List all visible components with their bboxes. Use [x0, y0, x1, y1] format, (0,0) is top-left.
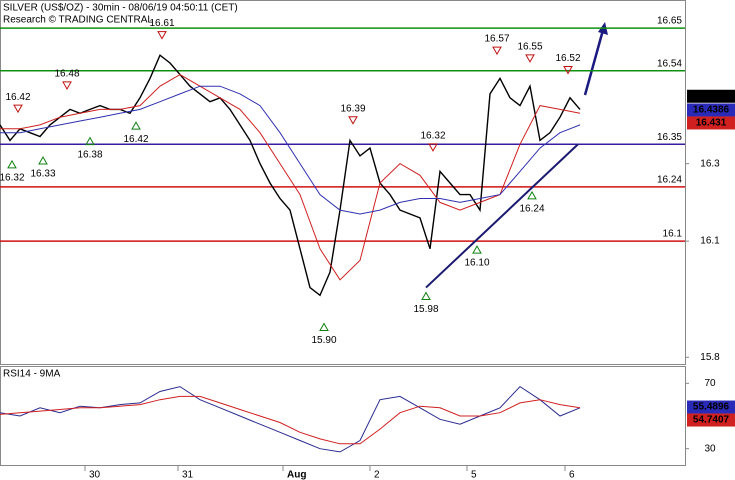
level-label: 16.54 [657, 58, 682, 69]
peak-label: 16.48 [54, 69, 79, 80]
chart-subtitle: Research © TRADING CENTRAL [3, 15, 153, 26]
peak-marker [62, 81, 72, 90]
peak-label: 16.57 [484, 34, 509, 45]
trough-marker [472, 245, 482, 254]
peak-label: 16.39 [340, 103, 365, 114]
y-tick-label: 16.3 [700, 158, 720, 169]
peak-marker [563, 65, 573, 75]
trough-marker [85, 136, 95, 146]
level-label: 16.65 [657, 16, 682, 27]
x-tick-label: 31 [182, 470, 194, 480]
peak-marker [492, 46, 502, 56]
price-panel [0, 0, 686, 365]
peak-marker [157, 31, 167, 40]
trough-label: 16.32 [0, 173, 25, 184]
value-box-label: 16.474 [696, 91, 727, 102]
trough-marker [131, 121, 141, 130]
peak-label: 16.55 [517, 41, 542, 52]
level-label: 16.35 [657, 132, 682, 143]
level-label: 16.1 [663, 229, 683, 240]
indicator-line [0, 395, 581, 445]
price-line [0, 54, 581, 297]
value-box-label: 16.4386 [693, 105, 730, 116]
peak-marker [348, 116, 358, 125]
y-tick-label: 70 [704, 378, 716, 389]
peak-marker [428, 143, 438, 152]
trough-label: 16.10 [464, 258, 489, 269]
trough-label: 16.33 [30, 169, 55, 180]
rsi-panel [0, 366, 686, 466]
indicator-line [0, 85, 581, 215]
peak-marker [525, 54, 535, 63]
trough-marker [421, 291, 431, 301]
trough-label: 15.98 [413, 304, 438, 315]
value-box [687, 413, 735, 427]
trough-label: 15.90 [311, 335, 336, 346]
peak-label: 16.32 [420, 131, 445, 142]
y-tick-label: 30 [704, 443, 716, 454]
trough-label: 16.38 [77, 149, 102, 160]
value-box-label: 16.431 [696, 118, 727, 129]
indicator-line [0, 385, 581, 453]
x-tick-label: 5 [471, 470, 477, 480]
trough-label: 16.42 [123, 134, 148, 145]
peak-label: 16.42 [5, 92, 30, 103]
x-tick-label: Aug [287, 470, 306, 480]
level-label: 16.24 [657, 175, 682, 186]
forecast-arrow [583, 29, 605, 96]
value-box [687, 89, 735, 103]
peak-marker [13, 104, 23, 114]
rsi-title: RSI14 - 9MA [3, 369, 61, 380]
peak-label: 16.61 [149, 18, 174, 29]
trough-marker [319, 322, 329, 332]
trough-marker [527, 190, 537, 200]
value-box [687, 400, 735, 414]
trendline [425, 143, 579, 289]
value-box-label: 55.4896 [693, 402, 730, 413]
y-tick-label: 15.8 [700, 352, 720, 363]
value-box [687, 116, 735, 130]
value-box-label: 54.7407 [693, 415, 730, 426]
trough-marker [7, 159, 17, 169]
trough-label: 16.24 [519, 204, 544, 215]
value-box [687, 103, 735, 117]
indicator-line [0, 74, 581, 281]
x-tick-label: 6 [569, 470, 575, 480]
chart-title: SILVER (US$/OZ) - 30min - 08/06/19 04:50… [3, 3, 238, 14]
trough-marker [38, 156, 48, 165]
y-tick-label: 16.1 [700, 236, 720, 247]
peak-label: 16.52 [555, 53, 580, 64]
x-tick-label: 2 [374, 470, 380, 480]
x-tick-label: 30 [89, 470, 101, 480]
